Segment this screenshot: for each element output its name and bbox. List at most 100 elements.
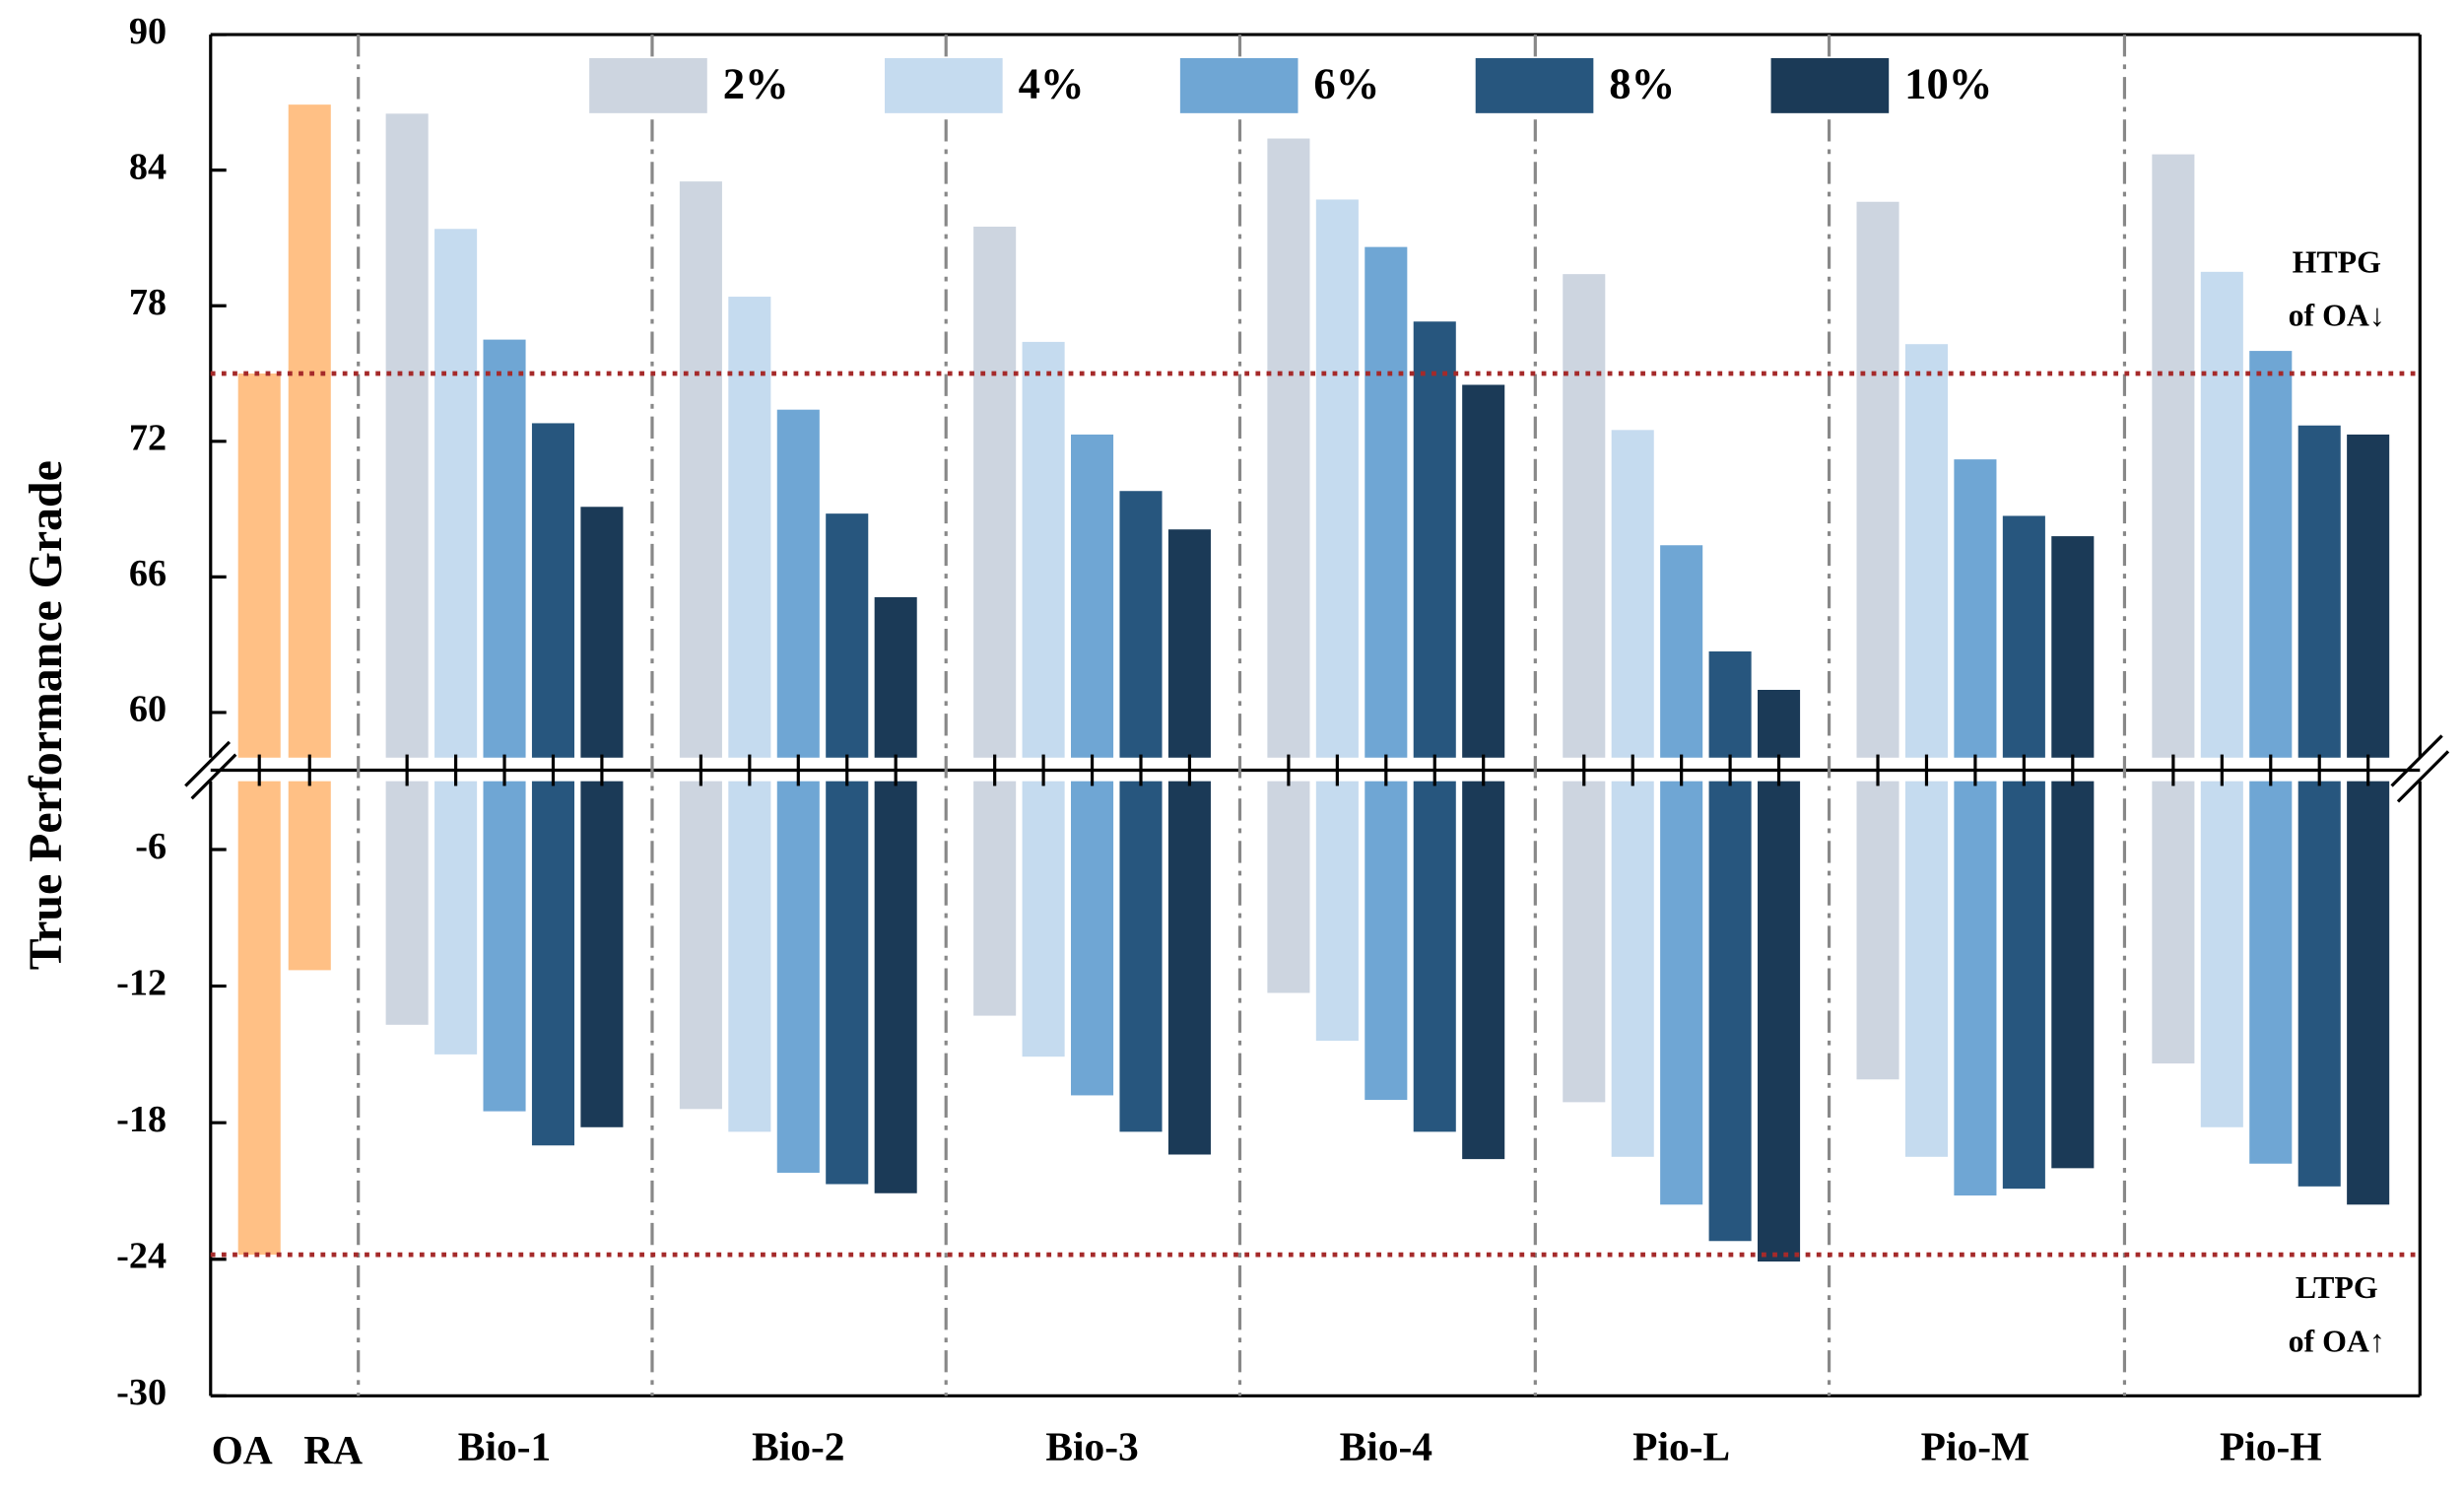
bar-low — [2249, 781, 2293, 1164]
bar-low — [1365, 781, 1408, 1101]
bar-low — [1462, 781, 1505, 1160]
bar-low — [973, 781, 1017, 1016]
bar-high — [1022, 341, 1065, 758]
y-axis-title: True Performance Grade — [20, 460, 72, 970]
bar-low — [1413, 781, 1456, 1132]
y-tick-label: -30 — [116, 1372, 166, 1413]
bar-high — [1954, 459, 1997, 758]
threshold-label: of OA↓ — [2289, 298, 2385, 332]
bar-high — [434, 229, 478, 758]
bar-high — [874, 596, 917, 758]
x-tick-label: Pio-H — [2220, 1424, 2322, 1469]
bar-low — [2347, 781, 2390, 1205]
bar-high — [1758, 689, 1801, 758]
x-tick-label: RA — [303, 1427, 363, 1472]
bar-low — [679, 781, 722, 1110]
bar-high — [1708, 651, 1752, 758]
bar-low — [288, 781, 331, 971]
bar-high — [2152, 154, 2195, 758]
bar-high — [1413, 321, 1456, 758]
bar-high — [2298, 425, 2341, 758]
bar-high — [1462, 384, 1505, 758]
bar-low — [385, 781, 429, 1025]
bar-low — [237, 781, 281, 1256]
bar-high — [531, 423, 575, 758]
x-tick-label: OA — [212, 1427, 273, 1472]
y-tick-label: 60 — [129, 689, 166, 730]
bar-high — [776, 409, 820, 758]
bar-high — [2051, 536, 2095, 758]
bar-low — [1660, 781, 1703, 1205]
bar-low — [1904, 781, 1949, 1157]
legend-swatch — [1770, 58, 1890, 113]
bar-low — [776, 781, 820, 1173]
break-mark — [190, 753, 237, 800]
bar-high — [826, 513, 869, 758]
bar-high — [483, 339, 526, 758]
x-tick-label: Bio-2 — [752, 1424, 844, 1469]
bar-low — [580, 781, 624, 1127]
bar-high — [1315, 199, 1359, 758]
bar-high — [2347, 434, 2390, 758]
bar-low — [1563, 781, 1606, 1103]
y-tick-label: 90 — [129, 11, 166, 52]
break-mark — [2390, 734, 2443, 787]
y-tick-label: 66 — [129, 553, 166, 594]
bar-low — [1611, 781, 1654, 1157]
bar-low — [1954, 781, 1997, 1196]
y-tick-label: 78 — [129, 282, 166, 323]
bar-low — [2298, 781, 2341, 1187]
bar-high — [1071, 434, 1114, 758]
threshold-label: of OA↑ — [2289, 1324, 2385, 1358]
bar-low — [1708, 781, 1752, 1242]
bar-high — [1563, 274, 1606, 758]
threshold-label: LTPG — [2296, 1270, 2378, 1305]
legend-swatch — [1475, 58, 1594, 113]
bar-high — [1660, 545, 1703, 758]
bar-low — [2152, 781, 2195, 1064]
legend-swatch — [885, 58, 1003, 113]
legend-label: 8% — [1609, 59, 1675, 108]
bar-low — [2002, 781, 2045, 1190]
bar-low — [1856, 781, 1899, 1080]
bar-high — [580, 507, 624, 758]
bar-high — [2200, 271, 2243, 758]
legend-swatch — [1179, 58, 1299, 113]
bar-low — [826, 781, 869, 1185]
y-tick-label: -6 — [135, 826, 166, 867]
y-tick-label: 72 — [129, 418, 166, 459]
break-mark — [184, 740, 232, 787]
x-tick-label: Bio-4 — [1340, 1424, 1432, 1469]
bar-low — [1315, 781, 1359, 1042]
bar-high — [679, 181, 722, 758]
bar-high — [237, 374, 281, 758]
bar-high — [1167, 529, 1211, 758]
bar-low — [874, 781, 917, 1193]
legend-label: 6% — [1313, 59, 1379, 108]
y-tick-label: -18 — [116, 1099, 166, 1140]
bar-low — [2051, 781, 2095, 1169]
bar-high — [1856, 201, 1899, 758]
x-tick-label: Bio-3 — [1045, 1424, 1138, 1469]
legend-swatch — [589, 58, 707, 113]
bar-low — [434, 781, 478, 1055]
bar-low — [531, 781, 575, 1146]
bar-high — [2249, 351, 2293, 758]
bar-low — [1267, 781, 1310, 993]
bar-high — [2002, 515, 2045, 758]
bar-high — [385, 113, 429, 758]
y-tick-label: -24 — [116, 1236, 166, 1277]
y-tick-label: 84 — [129, 146, 166, 187]
x-tick-label: Bio-1 — [458, 1424, 551, 1469]
bar-high — [1904, 344, 1949, 758]
bar-high — [1611, 430, 1654, 758]
break-mark — [2396, 750, 2450, 803]
bar-low — [483, 781, 526, 1112]
bar-low — [1758, 781, 1801, 1262]
bar-low — [1022, 781, 1065, 1057]
bar-low — [1071, 781, 1114, 1096]
x-tick-label: Pio-L — [1632, 1424, 1730, 1469]
bar-high — [1119, 491, 1163, 758]
